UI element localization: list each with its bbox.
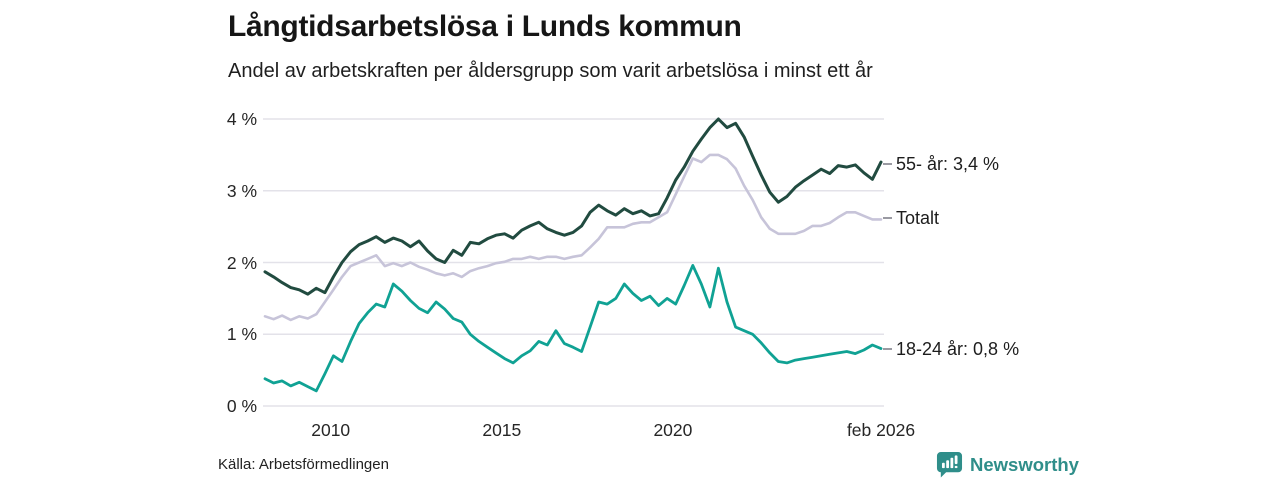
series-line-totalt	[263, 153, 883, 322]
y-axis-tick-label: 0 %	[226, 396, 257, 416]
chart-subtitle: Andel av arbetskraften per åldersgrupp s…	[228, 60, 873, 82]
y-axis-tick-label: 1 %	[226, 324, 257, 345]
series-end-label-totalt: Totalt	[883, 207, 939, 229]
series-line-55plus	[263, 117, 883, 296]
newsworthy-brand-name: Newsworthy	[970, 453, 1079, 475]
y-axis-tick-label: 4 %	[226, 109, 257, 129]
label-connector-line	[883, 217, 892, 219]
series-end-label-text: 18-24 år: 0,8 %	[896, 338, 1020, 359]
label-connector-line	[883, 348, 892, 350]
x-axis-tick-label: feb 2026	[846, 420, 916, 440]
x-axis-tick-label: 2015	[482, 420, 522, 440]
series-end-label-55plus: 55- år: 3,4 %	[883, 153, 999, 175]
y-axis-tick-label: 3 %	[226, 180, 257, 201]
newsworthy-logo-icon	[936, 451, 963, 478]
series-line-18-24	[263, 263, 883, 393]
page-title: Långtidsarbetslösa i Lunds kommun	[228, 10, 742, 43]
label-connector-line	[883, 163, 892, 165]
x-axis-tick-label: 2020	[653, 420, 693, 440]
series-end-label-text: Totalt	[896, 207, 940, 228]
newsworthy-brand: Newsworthy	[936, 451, 1079, 478]
x-axis-tick-label: 2010	[311, 420, 351, 440]
series-end-label-text: 55- år: 3,4 %	[896, 153, 1000, 174]
y-axis-tick-label: 2 %	[226, 252, 257, 273]
source-attribution: Källa: Arbetsförmedlingen	[218, 456, 389, 473]
series-end-label-18-24: 18-24 år: 0,8 %	[883, 338, 1019, 360]
